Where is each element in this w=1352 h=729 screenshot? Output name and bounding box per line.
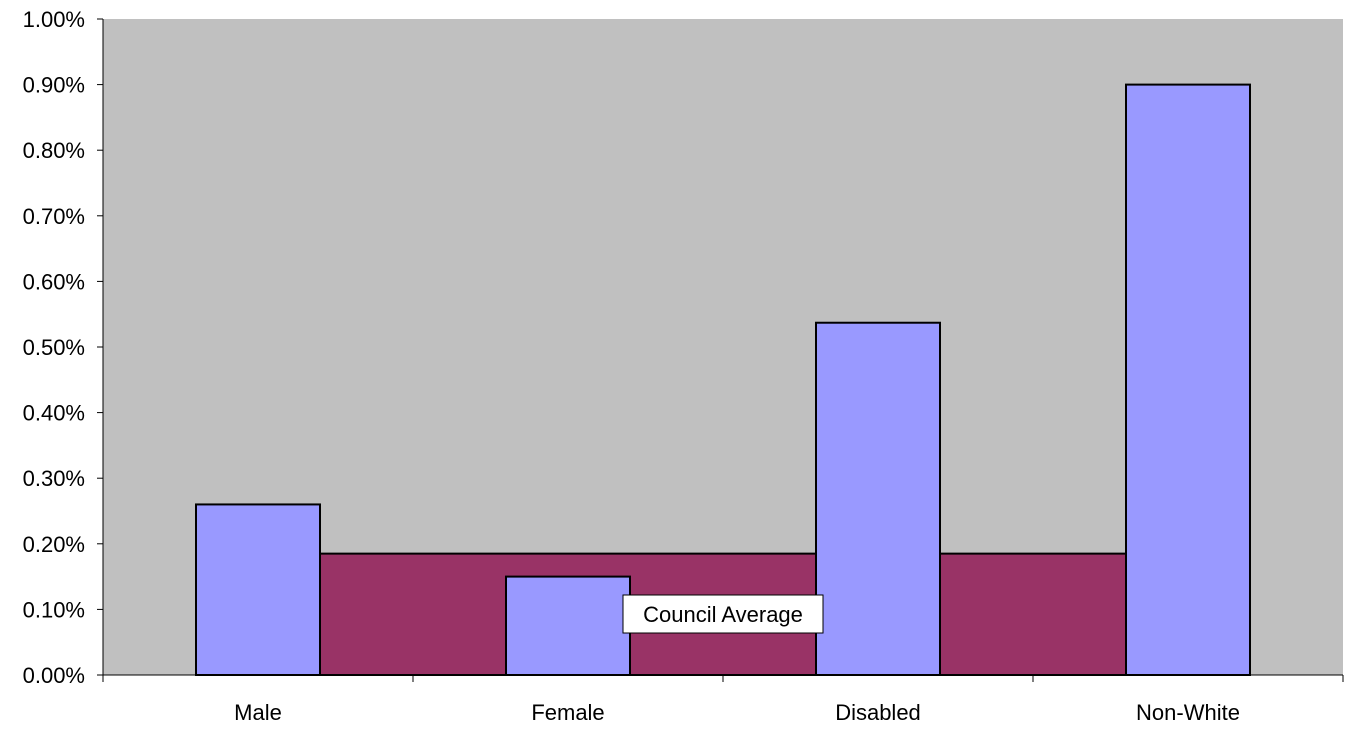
y-tick-label: 0.90% (23, 73, 85, 98)
annotation-layer: Council Average (622, 594, 824, 634)
y-tick-label: 0.20% (23, 532, 85, 557)
bar-non-white (1125, 83, 1251, 677)
council-average-label-text: Council Average (643, 602, 803, 627)
y-tick-label: 0.50% (23, 335, 85, 360)
x-category-label: Female (531, 700, 604, 725)
y-tick-label: 1.00% (23, 7, 85, 32)
y-tick-label: 0.40% (23, 401, 85, 426)
y-tick-label: 0.80% (23, 138, 85, 163)
x-category-label: Male (234, 700, 282, 725)
x-category-label: Non-White (1136, 700, 1240, 725)
x-category-label: Disabled (835, 700, 921, 725)
axis-layer: 0.00% 0.10% 0.20% 0.30% 0.40% 0.50% 0.60% 0.70%… (23, 7, 1344, 725)
y-tick-label: 0.10% (23, 597, 85, 622)
council-average-label: Council Average (622, 594, 824, 634)
bar-male (195, 503, 321, 676)
y-tick-label: 0.00% (23, 663, 85, 688)
bar-disabled (815, 321, 941, 676)
y-tick-label: 0.60% (23, 269, 85, 294)
y-tick-label: 0.30% (23, 466, 85, 491)
y-tick-label: 0.70% (23, 204, 85, 229)
council-average-label-box (622, 594, 824, 634)
bar-female (505, 575, 631, 676)
